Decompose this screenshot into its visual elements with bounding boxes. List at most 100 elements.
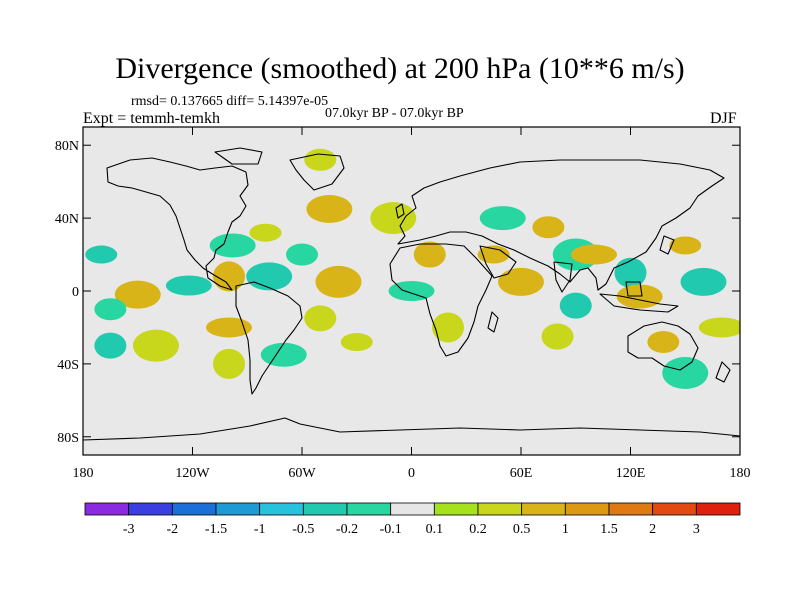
lon-tick-label: 60E (510, 466, 533, 481)
divergence-cell (133, 329, 179, 362)
colorbar-swatch (433, 502, 479, 516)
divergence-cell (698, 317, 740, 338)
coastline-arabia (479, 245, 517, 279)
divergence-cell (647, 331, 680, 354)
colorbar-label: -0.1 (380, 522, 402, 537)
colorbar-label: -1 (254, 522, 266, 537)
colorbar-label: 3 (693, 522, 700, 537)
divergence-cell (246, 262, 293, 291)
colorbar-swatch (564, 502, 610, 516)
colorbar-swatch (652, 502, 697, 516)
coastline-british-isles (395, 203, 405, 219)
divergence-cell (388, 281, 435, 301)
coastline-new-zealand (715, 361, 731, 383)
coastline-madagascar (487, 311, 499, 333)
divergence-cell (432, 312, 464, 343)
rmsd-diff-stats: rmsd= 0.137665 diff= 5.14397e-05 (131, 94, 329, 109)
lon-tick-label: 120W (175, 466, 210, 481)
lon-tick-label: 60W (288, 466, 316, 481)
coastline-north-america (106, 157, 249, 291)
colorbar-swatch (477, 502, 523, 516)
colorbar-swatch (695, 502, 741, 516)
coastline-eurasia (397, 159, 725, 291)
colorbar-swatch (608, 502, 654, 516)
coastline-south-america (235, 281, 303, 395)
colorbar-swatch (390, 502, 435, 516)
colorbar-label: 0.2 (469, 522, 487, 537)
colorbar-swatch (259, 502, 304, 516)
divergence-cell (662, 357, 709, 389)
colorbar-swatch (521, 502, 566, 516)
coastline-africa (389, 243, 493, 357)
lon-tick-label: 0 (408, 466, 415, 481)
colorbar-label: 1 (562, 522, 569, 537)
colorbar-label: -0.2 (336, 522, 358, 537)
divergence-cell (165, 275, 212, 296)
colorbar-swatch (171, 502, 217, 516)
colorbar-label: 1.5 (600, 522, 618, 537)
colorbar-swatch (128, 502, 173, 516)
divergence-cell (304, 148, 337, 171)
divergence-cell (571, 244, 617, 265)
coastline-japan (659, 235, 675, 255)
colorbar-swatch (346, 502, 392, 516)
chart-title: Divergence (smoothed) at 200 hPa (10**6 … (115, 52, 685, 85)
divergence-cell (209, 233, 256, 258)
divergence-cell (306, 195, 353, 223)
lat-tick-label: 80S (57, 431, 79, 446)
divergence-cell (213, 261, 245, 292)
divergence-cell (206, 317, 252, 338)
colorbar-label: -0.5 (292, 522, 314, 537)
longitude-axis: 180 120W 60W 0 60E 120E 180 (73, 127, 751, 481)
lon-tick-label: 120E (616, 466, 646, 481)
divergence-cell (85, 245, 118, 264)
colorbar-swatch (302, 502, 348, 516)
coastline-india (553, 261, 573, 293)
divergence-cell (286, 243, 318, 266)
colorbar-label: -2 (166, 522, 178, 537)
divergence-cell (413, 241, 446, 268)
divergence-cell (614, 257, 647, 288)
lat-tick-label: 0 (72, 285, 79, 300)
colorbar-label: -1.5 (205, 522, 227, 537)
lon-tick-label: 180 (73, 466, 94, 481)
lat-tick-label: 40S (57, 358, 79, 373)
divergence-cell (315, 265, 362, 298)
colorbar-labels: -3 -2 -1.5 -1 -0.5 -0.2 -0.1 0.1 0.2 0.5 1 1.5 2 3 (123, 522, 700, 537)
divergence-cell (680, 267, 727, 296)
colorbar-label: -3 (123, 522, 135, 537)
lon-tick-label: 180 (730, 466, 751, 481)
divergence-cell (559, 292, 592, 319)
divergence-cell (114, 280, 161, 309)
coastline-greenland (289, 153, 345, 191)
coastline-antarctica (83, 417, 740, 441)
divergence-cell (213, 348, 245, 379)
experiment-label: Expt = temmh-temkh (83, 110, 220, 127)
divergence-cell (498, 267, 544, 296)
colorbar-label: 0.5 (513, 522, 531, 537)
divergence-cell (532, 216, 565, 239)
divergence-cell (260, 342, 307, 367)
coastline-borneo (625, 281, 643, 297)
coastline-arctic-islands (214, 147, 263, 165)
divergence-cell (541, 323, 574, 350)
colorbar-swatch (215, 502, 261, 516)
time-period-label: 07.0kyr BP - 07.0kyr BP (325, 106, 464, 121)
coastline-australia (627, 321, 699, 371)
divergence-cell (304, 305, 337, 332)
lat-tick-label: 80N (55, 139, 79, 154)
divergence-cell (94, 332, 127, 359)
divergence-cell (477, 245, 510, 264)
latitude-axis: 80N 40N 0 40S 80S (55, 139, 740, 446)
divergence-cell (479, 206, 526, 231)
coastline-indonesia (599, 293, 679, 313)
lat-tick-label: 40N (55, 212, 79, 227)
colorbar-swatch (84, 502, 130, 516)
divergence-cell (340, 333, 373, 352)
season-label: DJF (710, 110, 737, 127)
colorbar-label: 0.1 (426, 522, 444, 537)
divergence-cell (669, 236, 702, 255)
divergence-cell (94, 298, 127, 321)
colorbar (84, 502, 741, 516)
